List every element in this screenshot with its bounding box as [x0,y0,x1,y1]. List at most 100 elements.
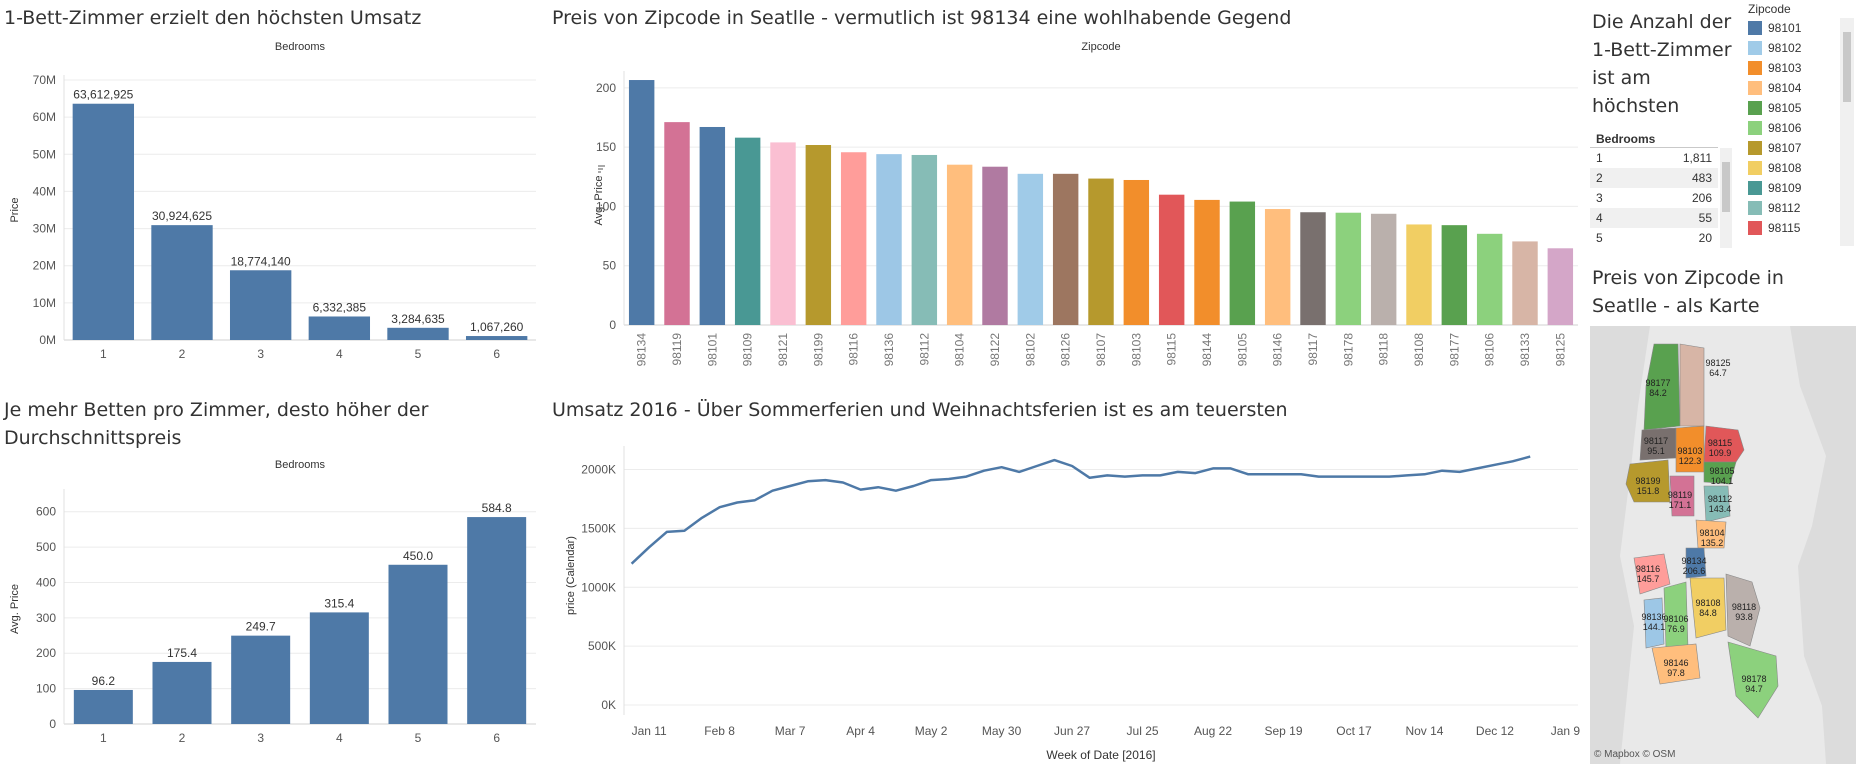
map-region [1727,641,1779,719]
map-region-value: 76.9 [1667,624,1685,634]
y-tick-label: 50M [33,147,56,161]
legend-item[interactable]: 98103 [1748,58,1801,78]
x-tick-label: 98112 [917,333,931,366]
legend-swatch [1748,201,1762,215]
data-label: 96.2 [92,674,116,688]
y-tick-label: 200 [36,646,56,660]
table-scrollbar[interactable] [1720,148,1732,248]
x-tick-label: Jun 27 [1054,724,1090,738]
x-tick-label: 98144 [1200,333,1214,367]
legend-item[interactable]: 98101 [1748,18,1801,38]
bar [1264,209,1291,325]
legend-scrollbar-thumb[interactable] [1843,32,1851,102]
map-region [1643,597,1665,649]
map-region-zip: 98177 [1645,378,1670,388]
map-region-value: 84.2 [1649,388,1667,398]
table-row: 5 20 [1590,228,1718,248]
data-label: 584.8 [482,501,512,515]
x-tick-label: Aug 22 [1194,724,1232,738]
y-tick-label: 0 [49,717,56,731]
map-region-value: 171.1 [1669,500,1692,510]
bar [73,689,133,724]
x-tick-label: 98125 [1553,333,1567,367]
legend-label: 98107 [1768,141,1802,155]
legend-item[interactable]: 98108 [1748,158,1801,178]
map-region-zip: 98104 [1699,528,1724,538]
x-axis-label: Week of Date [2016] [1046,748,1155,762]
legend-scrollbar[interactable] [1840,18,1854,246]
map-region-value: 151.8 [1637,486,1660,496]
bar [1088,178,1114,325]
bar [1017,173,1044,325]
x-tick-label: 98133 [1518,333,1532,367]
bar [1300,212,1326,325]
bar [805,145,832,325]
legend-swatch [1748,101,1762,115]
y-axis-label: Avg. Price [593,176,605,226]
y-axis-label: Price [9,197,21,222]
x-tick-label: 98116 [847,333,861,366]
bar [231,635,291,724]
bar [467,517,527,724]
legend-item[interactable]: 98106 [1748,118,1801,138]
legend-swatch [1748,81,1762,95]
map-region-zip: 98112 [1708,494,1732,504]
legend-swatch [1748,141,1762,155]
avg-price-chart-title: Je mehr Betten pro Zimmer, desto höher d… [4,399,429,449]
bar [699,126,726,325]
bar [1158,194,1185,325]
map-region-value: 93.8 [1735,612,1753,622]
legend-item[interactable]: 98115 [1748,218,1800,238]
map-region-value: 104.1 [1711,476,1734,486]
x-tick-label: 98104 [953,333,967,367]
series-line [630,455,1531,565]
x-tick-label: 98101 [705,333,719,367]
x-tick-label: 98108 [1412,333,1426,367]
legend-label: 98108 [1768,161,1802,175]
legend-item[interactable]: 98102 [1748,38,1801,58]
water-area [1790,326,1856,764]
y-tick-label: 30M [33,222,56,236]
chart-header: Bedrooms [275,41,326,53]
x-tick-label: May 2 [915,724,948,738]
legend-item[interactable]: 98105 [1748,98,1801,118]
legend-label: 98101 [1768,21,1802,35]
x-tick-label: 5 [415,347,422,361]
zip-price-chart-title: Preis von Zipcode in Seatlle - vermutlic… [552,7,1292,29]
legend-label: 98106 [1768,121,1802,135]
table-scrollbar-thumb[interactable] [1722,162,1730,212]
x-tick-label: Dec 12 [1476,724,1514,738]
map-region-value: 109.9 [1709,448,1732,458]
bar [911,154,938,325]
y-tick-label: 60M [33,110,56,124]
x-tick-label: Oct 17 [1336,724,1372,738]
x-tick-label: Sep 19 [1264,724,1302,738]
map-region-zip: 98134 [1681,556,1706,566]
map-region-zip: 98103 [1677,446,1702,456]
y-tick-label: 20M [33,259,56,273]
x-tick-label: Apr 4 [846,724,875,738]
legend-item[interactable]: 98112 [1748,198,1800,218]
map-region-value: 95.1 [1647,446,1665,456]
x-tick-label: 4 [336,347,343,361]
map-region-value: 143.4 [1709,504,1732,514]
legend-item[interactable]: 98104 [1748,78,1801,98]
map-region-value: 97.8 [1667,668,1685,678]
legend-item[interactable]: 98109 [1748,178,1801,198]
map-region [1689,577,1727,639]
bar [734,137,761,325]
bar [876,154,902,325]
y-axis-label: Avg. Price [9,584,21,634]
legend-item[interactable]: 98107 [1748,138,1801,158]
x-tick-label: 98105 [1235,333,1249,367]
map-region [1685,547,1707,579]
x-tick-label: 98177 [1447,333,1461,367]
map-region-value: 135.2 [1701,538,1724,548]
zipcode-map[interactable]: 98177 84.2 98125 64.7 98117 95.1 98115 109.9 981… [1590,326,1856,764]
y-tick-label: 0K [601,698,616,712]
x-tick-label: 98103 [1129,333,1143,367]
map-title: Preis von Zipcode in Seatlle - als Karte [1592,267,1784,317]
bar [152,661,212,724]
bar [1476,233,1503,325]
